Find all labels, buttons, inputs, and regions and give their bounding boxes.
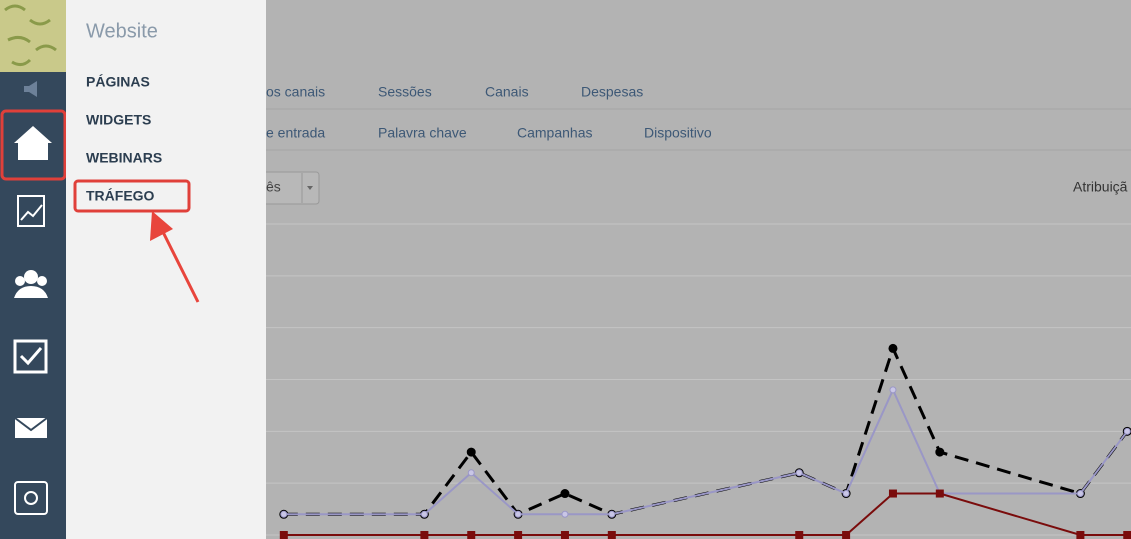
point bbox=[608, 510, 616, 518]
menu-item[interactable]: TRÁFEGO bbox=[86, 188, 155, 204]
point bbox=[842, 490, 850, 498]
point bbox=[467, 531, 476, 539]
point bbox=[1123, 427, 1131, 435]
arrow-head bbox=[150, 211, 173, 241]
point bbox=[888, 489, 897, 498]
logo-pattern bbox=[4, 4, 57, 67]
tab[interactable]: Canais bbox=[485, 84, 529, 100]
point bbox=[279, 531, 288, 539]
point bbox=[467, 469, 475, 477]
point bbox=[889, 386, 897, 394]
point bbox=[935, 447, 945, 457]
point bbox=[795, 469, 803, 477]
home-icon[interactable] bbox=[14, 126, 52, 160]
menu-item[interactable]: WEBINARS bbox=[86, 150, 162, 166]
point bbox=[842, 531, 851, 539]
tab[interactable]: Palavra chave bbox=[378, 125, 467, 141]
point bbox=[420, 510, 428, 518]
point bbox=[514, 531, 523, 539]
point bbox=[560, 489, 570, 499]
point bbox=[420, 531, 429, 539]
sidebar bbox=[0, 0, 66, 539]
email-icon[interactable] bbox=[14, 417, 48, 438]
highlight-box bbox=[73, 179, 191, 213]
series-line bbox=[283, 492, 1128, 536]
arrow-shaft bbox=[158, 225, 200, 303]
website-icon[interactable] bbox=[14, 481, 48, 515]
tasks-icon[interactable] bbox=[13, 339, 48, 374]
announce-icon[interactable] bbox=[24, 81, 37, 97]
point bbox=[888, 343, 898, 353]
menu-item[interactable]: WIDGETS bbox=[86, 112, 151, 128]
tab[interactable]: Despesas bbox=[581, 84, 643, 100]
point bbox=[280, 510, 288, 518]
submenu-title: Website bbox=[86, 20, 158, 42]
point bbox=[935, 489, 944, 498]
point bbox=[795, 531, 804, 539]
point bbox=[514, 510, 522, 518]
point bbox=[560, 531, 569, 539]
point bbox=[1076, 490, 1084, 498]
dropdown-arrow bbox=[307, 186, 313, 190]
series-line bbox=[283, 387, 1129, 516]
submenu-panel bbox=[66, 0, 266, 539]
reports-icon[interactable] bbox=[17, 195, 45, 227]
attribution-label: Atribuiçã bbox=[1073, 179, 1128, 195]
point bbox=[561, 510, 569, 518]
tab[interactable]: os canais bbox=[266, 84, 325, 100]
tab[interactable]: e entrada bbox=[266, 125, 325, 141]
point bbox=[607, 531, 616, 539]
highlight-box bbox=[0, 109, 67, 181]
dropdown-text: ês bbox=[266, 179, 281, 195]
tab[interactable]: Campanhas bbox=[517, 125, 593, 141]
tab[interactable]: Dispositivo bbox=[644, 125, 712, 141]
point bbox=[466, 447, 476, 457]
menu-item[interactable]: PÁGINAS bbox=[86, 74, 150, 90]
point bbox=[1123, 531, 1131, 539]
background bbox=[266, 0, 1131, 539]
tab[interactable]: Sessões bbox=[378, 84, 432, 100]
logo[interactable] bbox=[0, 0, 66, 72]
point bbox=[1076, 531, 1085, 539]
contacts-icon[interactable] bbox=[14, 270, 48, 298]
